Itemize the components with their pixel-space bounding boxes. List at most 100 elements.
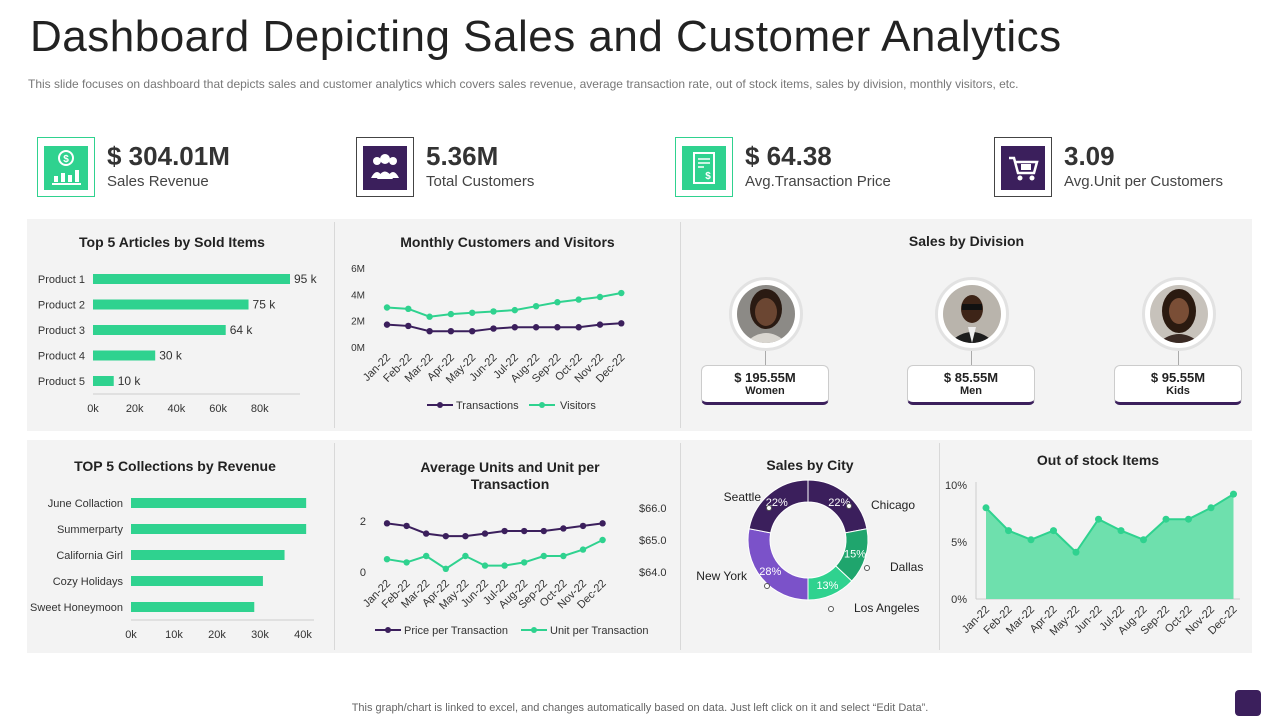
tick-label: 20k (126, 403, 144, 415)
area-fill (986, 494, 1234, 599)
data-point (511, 324, 518, 331)
tick-label: 0% (951, 594, 967, 606)
city-donut-chart: 22% Chicago 15% Dallas 13% Los Angeles 28% New … (696, 479, 923, 615)
data-point (426, 328, 433, 335)
division-title: Sales by Division (908, 233, 1025, 249)
articles-bar-chart: Product 1 95 k Product 2 75 k Product 3 64 k P… (38, 272, 318, 415)
tick-label: 20k (208, 629, 226, 641)
division-value: $ 95.55M (1150, 370, 1206, 385)
data-point (1027, 536, 1035, 544)
data-point (1162, 515, 1170, 523)
tick-label: $64.0 (639, 567, 667, 579)
data-point (1207, 504, 1215, 512)
data-label: 64 k (230, 323, 254, 337)
data-point (1095, 515, 1102, 523)
category-label: Product 5 (38, 376, 85, 388)
kpi-value: $ 64.38 (745, 141, 832, 171)
monthly-line-chart: 0M2M4M6MJan-22Feb-22Mar-22Apr-22May-22Ju… (351, 264, 627, 412)
data-point (442, 565, 449, 572)
data-point (447, 328, 455, 335)
tick-label: 4M (351, 290, 365, 301)
category-label: Product 1 (38, 274, 85, 286)
kpi-icon-frame: $ (675, 137, 733, 197)
data-point (1050, 527, 1057, 535)
stock-area-chart: 0%5%10%Jan-22Feb-22Mar-22Apr-22May-22Jun… (945, 480, 1240, 638)
collections-chart-title: TOP 5 Collections by Revenue (74, 458, 276, 474)
tick-label: 10k (165, 629, 183, 641)
tick-label: 0 (360, 567, 366, 579)
data-point (403, 559, 410, 566)
tick-label: 2M (351, 317, 365, 328)
kpi-sales-revenue: $ $ 304.01M Sales Revenue (37, 137, 327, 199)
data-point (1140, 536, 1147, 544)
data-label: 30 k (159, 349, 183, 363)
top-panel (27, 219, 1252, 431)
slice-name-label: Chicago (871, 498, 915, 512)
data-point (405, 322, 412, 330)
tick-label: 0k (87, 403, 99, 415)
data-point (1185, 515, 1192, 523)
data-point (1117, 527, 1125, 535)
data-point (442, 532, 449, 540)
data-point (423, 552, 430, 560)
connector-line (765, 351, 766, 365)
data-label: 10 k (118, 374, 142, 388)
pie-slice (748, 479, 809, 534)
data-point (554, 299, 561, 306)
units-chart-title: Average Units and Unit per Transaction (420, 459, 600, 492)
category-label: Cozy Holidays (53, 576, 124, 588)
monthly-chart-title: Monthly Customers and Visitors (400, 234, 615, 250)
bar (131, 576, 263, 586)
data-point (579, 522, 587, 530)
callout-dot (846, 503, 852, 509)
data-point (1072, 548, 1080, 556)
slice-pct-label: 15% (844, 549, 866, 561)
data-point (532, 302, 540, 310)
callout-dot (766, 505, 772, 511)
data-point (383, 556, 391, 563)
data-point (383, 304, 391, 311)
connector-line (1178, 351, 1179, 365)
divider (334, 222, 335, 428)
footer-note: This graph/chart is linked to excel, and… (351, 702, 929, 714)
corner-logo-badge (1235, 690, 1261, 716)
page-title: Dashboard Depicting Sales and Customer A… (30, 12, 1062, 61)
category-label: June Collaction (48, 498, 123, 510)
pie-slice (747, 528, 809, 601)
data-point (481, 530, 489, 537)
kpi-icon-frame (356, 137, 414, 197)
receipt-dollar-icon: $ (682, 146, 726, 190)
data-point (618, 320, 625, 327)
kpi-label: Avg.Transaction Price (745, 173, 891, 190)
articles-chart-title: Top 5 Articles by Sold Items (79, 234, 265, 250)
data-point (469, 328, 476, 335)
bar (131, 550, 285, 560)
data-point (521, 559, 528, 566)
data-point (501, 527, 508, 535)
city-chart-title: Sales by City (766, 457, 854, 473)
slice-pct-label: 13% (816, 580, 838, 592)
bar (93, 376, 114, 386)
tick-label: 5% (951, 537, 967, 549)
avatar-kids (1142, 277, 1216, 351)
division-label: Kids (1166, 385, 1190, 397)
data-point (447, 310, 455, 318)
page-subtitle: This slide focuses on dashboard that dep… (28, 77, 1019, 91)
kpi-value: 3.09 (1064, 141, 1115, 171)
data-point (599, 520, 606, 527)
data-point (383, 520, 391, 527)
data-point (383, 321, 391, 328)
tick-label: $66.0 (639, 503, 667, 515)
data-point (423, 530, 430, 537)
data-point (490, 308, 497, 315)
data-point (982, 504, 990, 512)
tick-label: 30k (251, 629, 269, 641)
tick-label: 60k (209, 403, 227, 415)
slice-pct-label: 28% (759, 566, 781, 578)
avatar-women (729, 277, 803, 351)
kpi-value: $ 304.01M (107, 141, 230, 171)
legend-label: Transactions (456, 400, 519, 412)
data-point (540, 552, 547, 560)
series-line (386, 522, 603, 538)
category-label: Product 3 (38, 325, 85, 337)
